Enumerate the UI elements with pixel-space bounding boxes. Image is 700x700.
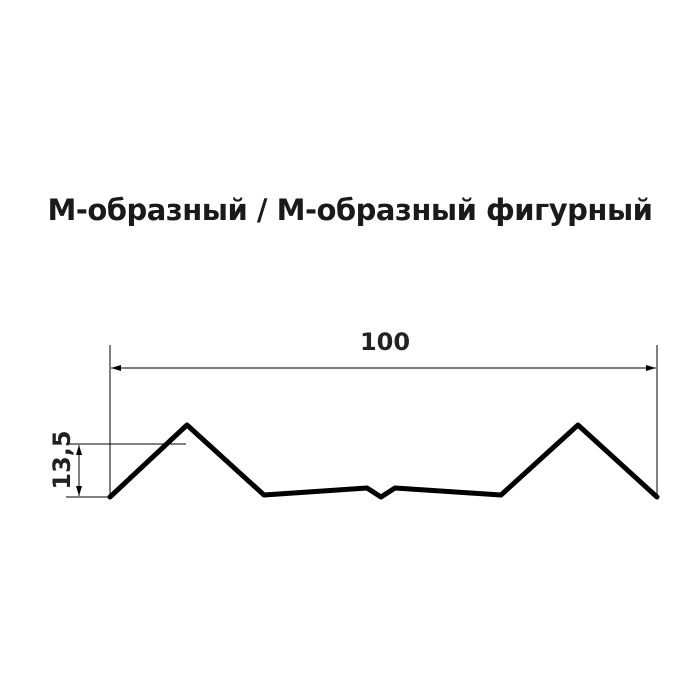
diagram-title: М-образный / М-образный фигурный [47,193,653,227]
profile-outline [107,422,660,500]
width-dimension: 100 [109,328,658,497]
height-dimension: 13,5 [48,430,186,498]
width-label: 100 [360,328,410,356]
height-label: 13,5 [48,430,76,489]
